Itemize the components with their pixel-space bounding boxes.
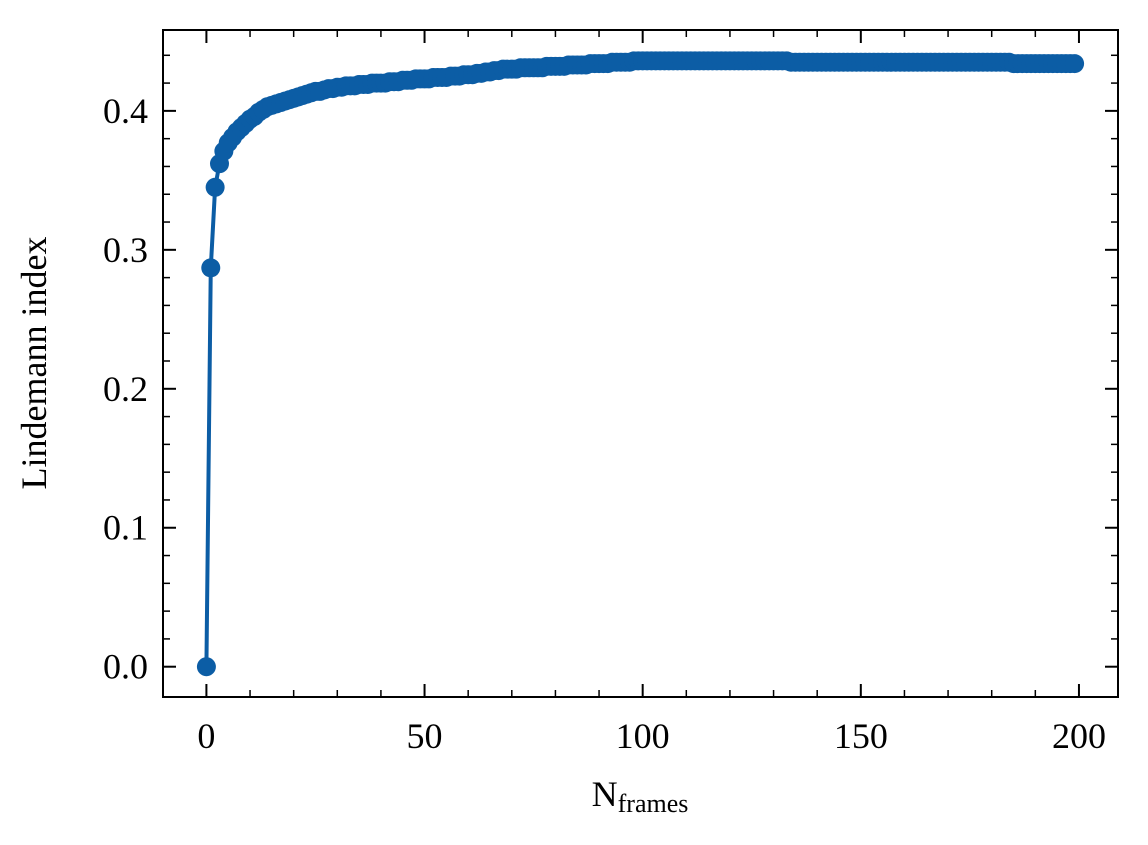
x-tick-label: 150 [834, 716, 888, 756]
y-tick-label: 0.3 [103, 230, 148, 270]
data-point [196, 657, 216, 677]
x-axis-label: Nframes [592, 774, 689, 818]
y-tick-label: 0.4 [103, 91, 148, 131]
y-axis-label: Lindemann index [14, 237, 54, 490]
data-point [1065, 54, 1085, 74]
data-point [205, 177, 225, 197]
data-line [204, 58, 1075, 667]
data-point [201, 258, 221, 278]
x-axis-label-sub: frames [618, 789, 689, 818]
x-tick-label: 0 [197, 716, 215, 756]
y-tick-label: 0.2 [103, 369, 148, 409]
y-tick-label: 0.1 [103, 508, 148, 548]
plot-frame [162, 29, 1119, 698]
y-tick-label: 0.0 [103, 647, 148, 687]
x-tick-label: 100 [616, 716, 670, 756]
x-axis-label-main: N [592, 774, 618, 814]
x-tick-label: 50 [407, 716, 443, 756]
x-tick-label: 200 [1052, 716, 1106, 756]
